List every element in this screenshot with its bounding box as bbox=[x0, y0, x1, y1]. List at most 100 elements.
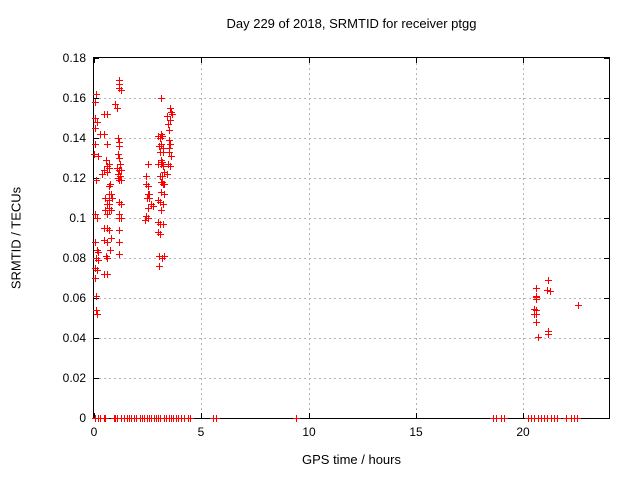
x-tick-top bbox=[201, 58, 202, 63]
data-point-marker bbox=[574, 414, 582, 422]
y-tick-right bbox=[604, 298, 609, 299]
data-point-marker bbox=[159, 132, 167, 140]
data-point-marker bbox=[116, 138, 124, 146]
data-point-marker bbox=[157, 94, 165, 102]
x-tick-bottom bbox=[416, 413, 417, 418]
data-point-marker bbox=[159, 148, 167, 156]
plot-area: 0 0.02 0.04 0.06 0.08 0.1 0.12 0.14 0.16 0.18 0 5 10… bbox=[63, 51, 610, 439]
data-point-marker bbox=[160, 190, 168, 198]
data-point-marker bbox=[94, 310, 102, 318]
y-gridline bbox=[94, 258, 609, 259]
y-gridline bbox=[94, 338, 609, 339]
data-point-marker bbox=[104, 270, 112, 278]
x-gridline bbox=[416, 58, 417, 418]
data-point-marker bbox=[93, 118, 101, 126]
data-point-marker bbox=[212, 414, 220, 422]
data-point-marker bbox=[532, 295, 540, 303]
y-gridline bbox=[94, 98, 609, 99]
data-point-marker bbox=[534, 333, 542, 341]
y-tick-right bbox=[604, 98, 609, 99]
data-point-marker bbox=[146, 190, 154, 198]
x-tick-bottom bbox=[201, 413, 202, 418]
y-tick-right bbox=[604, 378, 609, 379]
data-point-marker bbox=[101, 130, 109, 138]
y-tick-left bbox=[94, 58, 99, 59]
x-gridline bbox=[201, 58, 202, 418]
data-point-marker bbox=[545, 330, 553, 338]
y-tick-right bbox=[604, 418, 609, 419]
y-gridline bbox=[94, 378, 609, 379]
y-tick-label: 0.1 bbox=[69, 211, 86, 225]
y-tick-right bbox=[604, 138, 609, 139]
data-point-marker bbox=[93, 214, 101, 222]
y-tick-right bbox=[604, 338, 609, 339]
data-point-marker bbox=[106, 226, 114, 234]
data-point-marker bbox=[532, 318, 540, 326]
data-point-marker bbox=[92, 140, 100, 148]
x-tick-label: 15 bbox=[409, 425, 423, 439]
data-point-marker bbox=[107, 234, 115, 242]
data-point-marker bbox=[94, 266, 102, 274]
data-point-marker bbox=[144, 204, 152, 212]
data-point-marker bbox=[114, 414, 122, 422]
data-point-marker bbox=[115, 142, 123, 150]
data-point-marker bbox=[160, 180, 168, 188]
data-point-marker bbox=[116, 210, 124, 218]
y-gridline bbox=[94, 298, 609, 299]
data-point-marker bbox=[92, 90, 100, 98]
x-tick-top bbox=[523, 58, 524, 63]
y-tick-label: 0.14 bbox=[62, 131, 86, 145]
data-point-marker bbox=[113, 104, 121, 112]
data-point-marker bbox=[293, 414, 301, 422]
y-gridline bbox=[94, 218, 609, 219]
x-tick-bottom bbox=[309, 413, 310, 418]
x-tick-top bbox=[94, 58, 95, 63]
data-point-marker bbox=[169, 110, 177, 118]
data-point-marker bbox=[142, 216, 149, 224]
data-point-marker bbox=[116, 238, 124, 246]
data-point-marker bbox=[164, 112, 172, 120]
y-gridline bbox=[94, 138, 609, 139]
data-point-marker bbox=[115, 76, 123, 84]
data-point-marker bbox=[156, 262, 164, 270]
data-point-marker bbox=[105, 182, 113, 190]
y-tick-right bbox=[604, 258, 609, 259]
data-point-marker bbox=[116, 250, 124, 258]
data-point-marker bbox=[167, 162, 175, 170]
data-point-marker bbox=[92, 124, 100, 132]
x-gridline bbox=[523, 58, 524, 418]
x-tick-bottom bbox=[523, 413, 524, 418]
y-axis-label: SRMTID / TECUs bbox=[8, 186, 24, 290]
data-point-marker bbox=[157, 230, 165, 238]
data-point-marker bbox=[94, 152, 102, 160]
data-point-marker bbox=[164, 120, 172, 128]
data-point-marker bbox=[532, 284, 540, 292]
y-tick-left bbox=[94, 338, 99, 339]
data-point-marker bbox=[117, 160, 125, 168]
data-point-marker bbox=[562, 414, 570, 422]
chart-title: Day 229 of 2018, SRMTID for receiver ptg… bbox=[226, 16, 477, 31]
data-point-marker bbox=[554, 414, 561, 422]
data-point-marker bbox=[116, 226, 124, 234]
data-point-marker bbox=[166, 104, 174, 112]
data-point-marker bbox=[114, 134, 122, 142]
y-tick-label: 0.12 bbox=[62, 171, 86, 185]
y-tick-label: 0 bbox=[79, 411, 86, 425]
data-point-marker bbox=[104, 254, 112, 262]
data-point-marker bbox=[501, 414, 509, 422]
data-point-marker bbox=[165, 148, 173, 156]
data-point-marker bbox=[156, 142, 164, 150]
data-point-marker bbox=[92, 238, 100, 246]
data-point-marker bbox=[102, 414, 110, 422]
data-point-marker bbox=[167, 152, 175, 160]
data-point-marker bbox=[167, 116, 175, 124]
data-point-marker bbox=[107, 190, 115, 198]
y-tick-label: 0.04 bbox=[62, 331, 86, 345]
data-point-marker bbox=[98, 170, 106, 178]
data-point-marker bbox=[92, 306, 100, 314]
data-point-marker bbox=[533, 310, 541, 318]
y-tick-label: 0.06 bbox=[62, 291, 86, 305]
data-point-marker bbox=[94, 256, 102, 264]
y-tick-label: 0.16 bbox=[62, 91, 86, 105]
data-point-marker bbox=[103, 238, 111, 246]
